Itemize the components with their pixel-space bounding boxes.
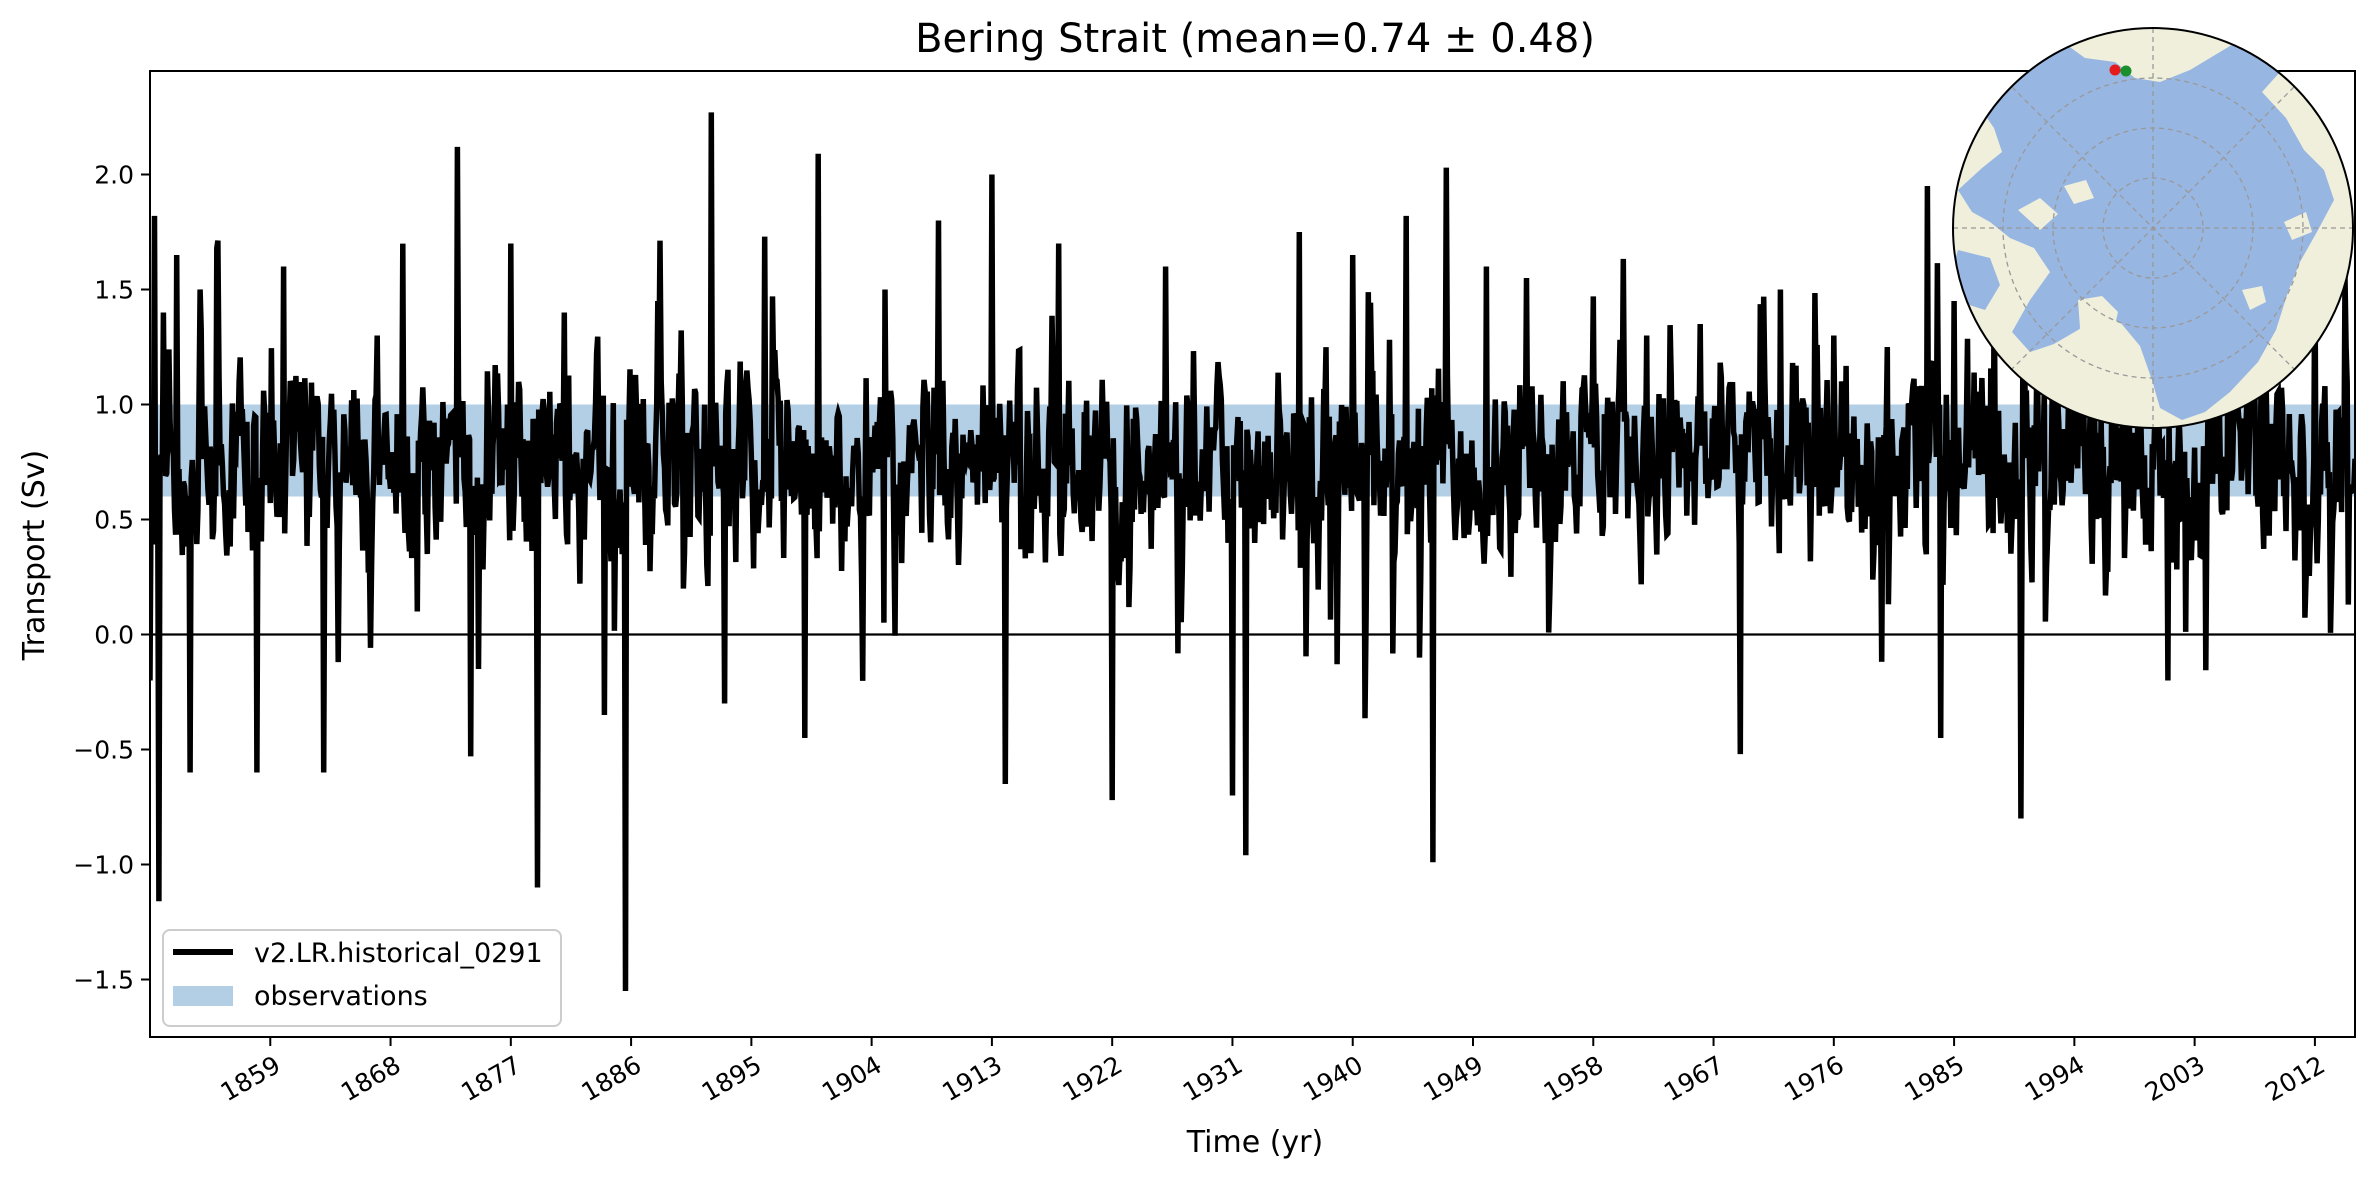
y-axis: −1.5 −1.0 −0.5 0.0 0.5 1.0 1.5 2.0 (73, 161, 150, 995)
x-tick-label: 1877 (456, 1050, 526, 1107)
plot-area (150, 112, 2355, 992)
legend-box (162, 929, 562, 1027)
legend: v2.LR.historical_0291 observations (162, 929, 562, 1027)
x-tick-label: 1895 (697, 1050, 767, 1107)
x-tick-label: 2003 (2140, 1050, 2210, 1107)
x-tick-label: 1922 (1058, 1050, 1128, 1107)
x-tick-label: 1868 (336, 1050, 406, 1107)
y-tick-label: 0.5 (94, 506, 134, 535)
x-tick-label: 1931 (1178, 1050, 1248, 1107)
x-tick-label: 1949 (1418, 1050, 1488, 1107)
x-tick-label: 1985 (1899, 1050, 1969, 1107)
legend-band-swatch (173, 986, 233, 1006)
y-tick-label: −1.5 (73, 966, 134, 995)
x-tick-label: 1940 (1298, 1050, 1368, 1107)
map-outline (1952, 27, 2354, 429)
inset-map (1952, 27, 2354, 429)
chart-title: Bering Strait (mean=0.74 ± 0.48) (915, 16, 1595, 62)
legend-label-observations: observations (254, 981, 428, 1012)
y-tick-label: 0.0 (94, 621, 134, 650)
greenland (2078, 296, 2118, 344)
y-tick-label: 1.5 (94, 276, 134, 305)
legend-label-model: v2.LR.historical_0291 (254, 938, 543, 969)
svalbard (2242, 286, 2266, 310)
x-tick-label: 1913 (937, 1050, 1007, 1107)
y-axis-label: Transport (Sv) (17, 450, 52, 662)
x-axis: 1859 1868 1877 1886 1895 1904 1913 1922 1931 1940… (216, 1037, 2330, 1107)
x-tick-label: 1967 (1659, 1050, 1729, 1107)
x-tick-label: 1859 (216, 1050, 286, 1107)
x-tick-label: 1976 (1779, 1050, 1849, 1107)
map-graticule (1953, 28, 2353, 428)
plot-frame (149, 70, 2356, 1038)
arctic-islands (2018, 180, 2312, 240)
y-tick-label: 1.0 (94, 391, 134, 420)
series-line (150, 112, 2355, 992)
y-tick-label: −0.5 (73, 736, 134, 765)
x-tick-label: 1958 (1539, 1050, 1609, 1107)
x-tick-label: 1904 (817, 1050, 887, 1107)
x-tick-label: 2012 (2260, 1050, 2330, 1107)
y-tick-label: 2.0 (94, 161, 134, 190)
map-marker-red (2109, 64, 2121, 76)
x-tick-label: 1886 (576, 1050, 646, 1107)
x-tick-label: 1994 (2020, 1050, 2090, 1107)
x-axis-label: Time (yr) (1186, 1125, 1323, 1160)
map-marker-green (2120, 65, 2132, 77)
arctic-ocean (1958, 40, 2334, 420)
y-tick-label: −1.0 (73, 851, 134, 880)
